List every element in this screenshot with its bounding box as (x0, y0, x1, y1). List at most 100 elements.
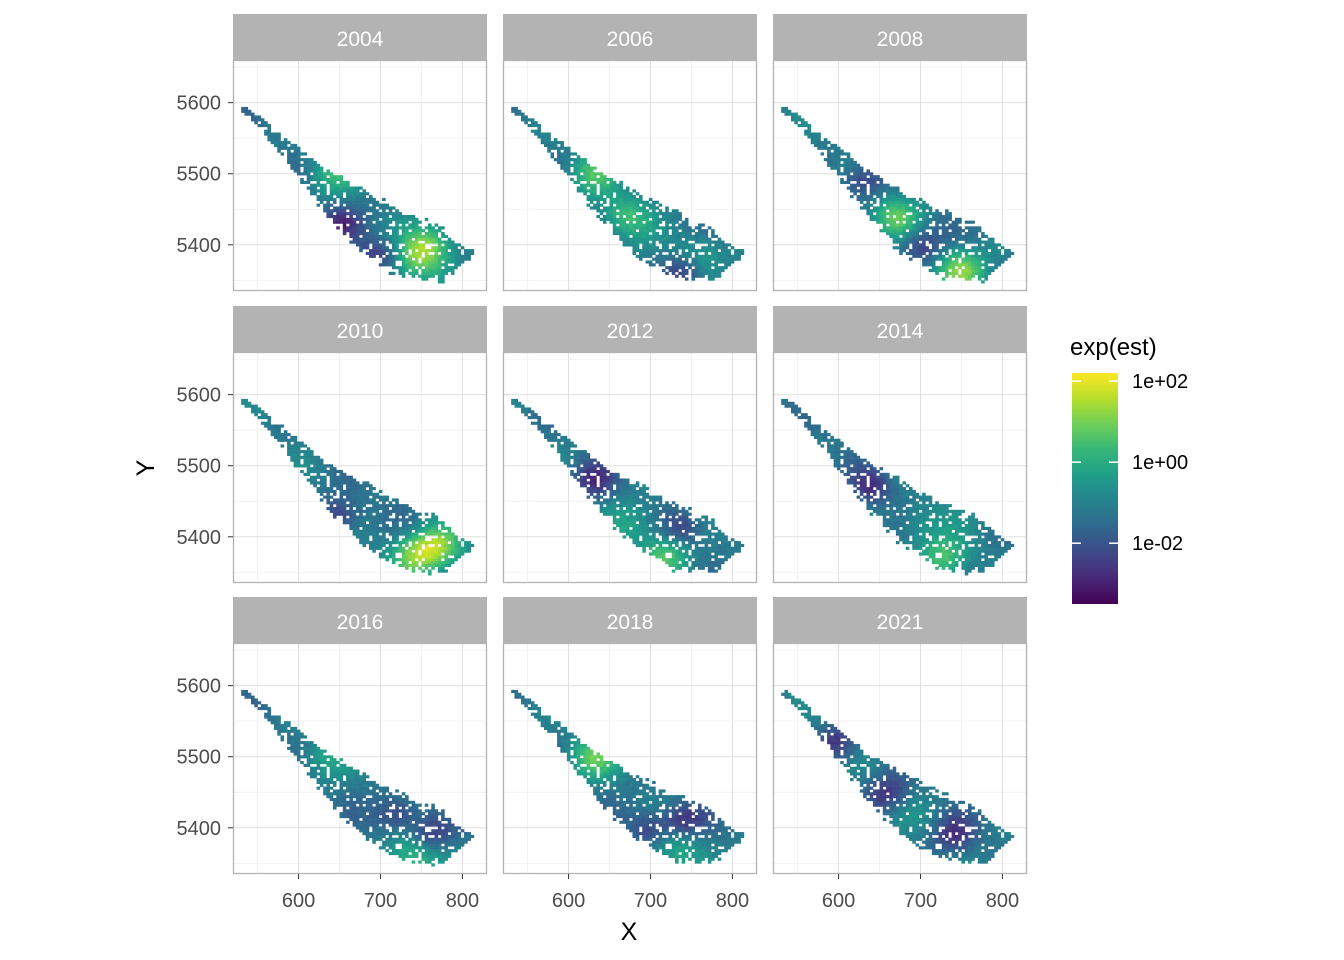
raster-cell (570, 450, 574, 454)
raster-cell (922, 549, 926, 553)
raster-cell (332, 192, 337, 196)
raster-cell (329, 506, 334, 511)
raster-cell (730, 257, 735, 261)
raster-cell (941, 512, 946, 516)
raster-cell (596, 492, 600, 496)
raster-cell (418, 566, 422, 570)
raster-cell (652, 506, 656, 511)
raster-cell (566, 452, 571, 457)
raster-cell (382, 223, 386, 227)
raster-cell (961, 509, 966, 513)
raster-cell (981, 249, 985, 253)
raster-cell (441, 280, 445, 284)
raster-cell (395, 535, 399, 539)
raster-cell (418, 251, 422, 256)
raster-cell (971, 220, 975, 224)
raster-cell (918, 521, 923, 525)
raster-cell (339, 481, 344, 485)
raster-cell (711, 268, 715, 273)
raster-cell (964, 524, 969, 528)
raster-cell (886, 472, 890, 476)
raster-cell (882, 518, 887, 522)
raster-cell (945, 504, 949, 508)
raster-cell (694, 555, 699, 559)
raster-cell (329, 472, 334, 476)
raster-cell (257, 115, 262, 119)
raster-cell (247, 109, 252, 113)
raster-cell (342, 504, 347, 508)
raster-cell (352, 487, 357, 491)
raster-cell (622, 512, 627, 516)
raster-cell (882, 214, 887, 219)
raster-cell (675, 212, 679, 216)
raster-cell (915, 532, 920, 536)
raster-cell (349, 223, 353, 227)
raster-cell (441, 546, 445, 550)
raster-cell (450, 243, 455, 247)
raster-cell (431, 518, 435, 522)
raster-cell (1010, 251, 1015, 256)
raster-cell (866, 461, 870, 465)
raster-cell (720, 251, 725, 256)
raster-cell (437, 555, 442, 559)
raster-cell (800, 121, 805, 125)
raster-cell (405, 518, 409, 522)
raster-cell (866, 469, 870, 474)
raster-cell (853, 481, 857, 485)
raster-cell (593, 487, 597, 491)
raster-cell (365, 240, 370, 244)
raster-cell (681, 509, 686, 513)
raster-cell (323, 177, 327, 182)
raster-cell (836, 158, 841, 162)
raster-cell (612, 521, 617, 525)
raster-cell (642, 524, 646, 528)
raster-cell (843, 172, 848, 176)
raster-cell (336, 484, 340, 488)
raster-cell (599, 180, 604, 184)
raster-cell (300, 163, 304, 167)
raster-cell (622, 526, 627, 530)
raster-cell (909, 532, 913, 536)
raster-cell (889, 189, 893, 193)
raster-cell (408, 549, 412, 553)
raster-cell (563, 163, 568, 167)
raster-cell (645, 495, 650, 499)
raster-cell (645, 509, 650, 513)
raster-cell (701, 237, 705, 241)
raster-cell (879, 177, 884, 182)
raster-cell (918, 249, 923, 253)
raster-cell (329, 481, 334, 485)
raster-cell (355, 481, 360, 485)
raster-cell (593, 192, 597, 196)
raster-cell (704, 234, 709, 238)
raster-cell (925, 518, 929, 522)
raster-cell (593, 172, 597, 176)
raster-cell (395, 518, 399, 522)
raster-cell (378, 541, 383, 545)
raster-cell (310, 192, 314, 196)
raster-cell (336, 177, 340, 182)
raster-cell (938, 526, 943, 530)
raster-cell (391, 206, 396, 210)
raster-cell (830, 160, 834, 165)
raster-cell (675, 549, 679, 553)
raster-cell (514, 112, 519, 116)
raster-cell (704, 538, 709, 542)
raster-cell (332, 515, 337, 519)
raster-cell (375, 240, 380, 244)
raster-cell (260, 410, 265, 414)
raster-cell (300, 455, 304, 459)
raster-cell (408, 254, 412, 258)
raster-cell (701, 263, 705, 267)
raster-cell (382, 206, 386, 210)
raster-cell (882, 183, 887, 187)
raster-cell (876, 214, 880, 219)
raster-cell (632, 541, 637, 545)
raster-cell (850, 481, 854, 485)
raster-cell (313, 464, 317, 468)
raster-cell (951, 240, 956, 244)
raster-cell (287, 441, 291, 445)
raster-cell (971, 271, 975, 275)
raster-cell (405, 240, 409, 244)
raster-cell (602, 209, 607, 213)
